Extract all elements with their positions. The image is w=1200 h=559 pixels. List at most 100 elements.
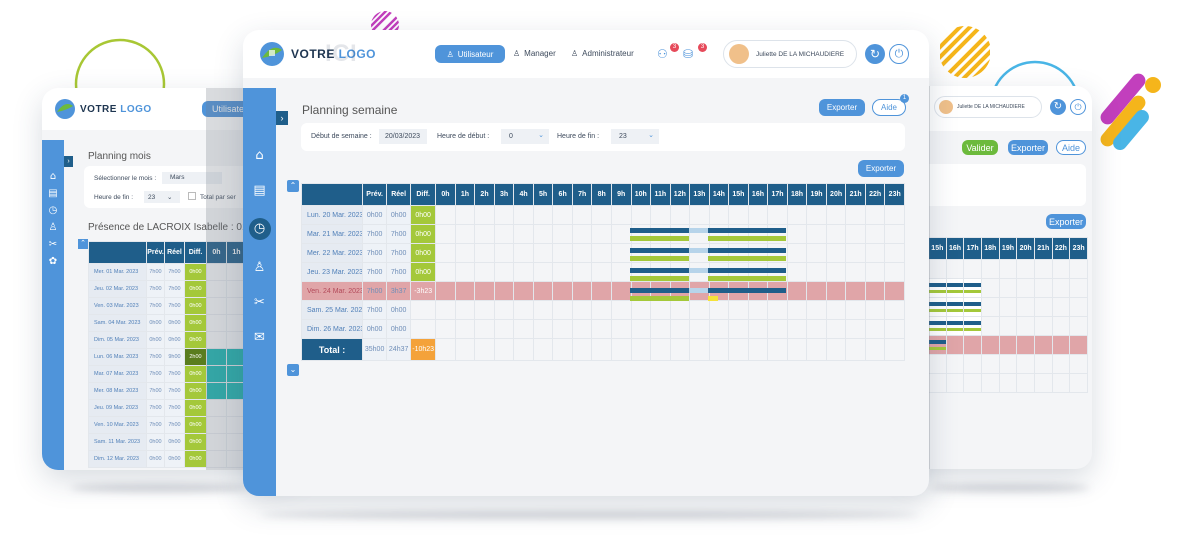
left-end-hour-select[interactable]: 23 ⌄ [144,191,180,203]
hour-cell[interactable] [650,300,671,320]
right-help-button[interactable]: Aide [1056,140,1086,155]
hour-cell[interactable] [1016,316,1035,336]
hour-cell[interactable] [864,300,886,320]
hour-cell[interactable] [669,205,691,225]
table-row[interactable] [928,316,1088,336]
hour-cell[interactable] [493,262,515,282]
documents-button[interactable]: ⛁ 3 [683,43,707,63]
hour-cell[interactable] [728,300,749,320]
hour-cell[interactable] [998,354,1018,374]
tools-icon[interactable]: ✂ [254,295,265,310]
table-row[interactable]: Sam. 25 Mar. 2023 7h00 0h00 [300,300,905,320]
hour-cell[interactable] [928,316,947,336]
hour-cell[interactable] [1033,335,1053,355]
hour-cell[interactable] [474,300,495,320]
hour-cell[interactable] [825,205,847,225]
hour-cell[interactable] [650,243,671,263]
hour-cell[interactable] [845,243,866,263]
hour-cell[interactable] [708,281,730,301]
hour-cell[interactable] [767,205,788,225]
hour-cell[interactable] [747,262,769,282]
hour-cell[interactable] [998,335,1018,355]
expand-toggle[interactable]: › [276,111,288,125]
hour-cell[interactable] [1051,354,1071,374]
home-icon[interactable]: ⌂ [255,148,264,163]
hour-cell[interactable] [689,243,710,263]
table-row[interactable]: Mer. 08 Mar. 2023 7h00 7h00 0h00 [88,382,300,400]
hour-cell[interactable] [610,281,632,301]
table-row[interactable]: Mer. 22 Mar. 2023 7h00 7h00 0h00 [300,243,905,263]
hour-cell[interactable] [513,300,534,320]
user-icon[interactable]: ♙ [253,260,266,275]
hour-cell[interactable] [963,354,982,374]
table-row[interactable] [928,259,1088,279]
table-row[interactable]: Mer. 01 Mar. 2023 7h00 7h00 0h00 [88,263,300,281]
hour-cell[interactable] [1033,373,1053,393]
hour-cell[interactable] [963,297,982,317]
user-icon[interactable]: ♙ [48,222,58,233]
hour-cell[interactable] [630,319,652,339]
hour-cell[interactable] [786,300,808,320]
hour-cell[interactable] [1069,278,1088,298]
hour-cell[interactable] [845,224,866,244]
hour-cell[interactable] [493,205,515,225]
hour-cell[interactable] [728,319,749,339]
hour-cell[interactable] [571,205,593,225]
hour-cell[interactable] [571,243,593,263]
hour-cell[interactable] [591,224,612,244]
hour-cell[interactable] [767,281,788,301]
hour-cell[interactable] [532,300,554,320]
nav-manager-link[interactable]: ♙ Manager [513,49,556,58]
hour-cell[interactable] [610,243,632,263]
hour-cell[interactable] [864,262,886,282]
hour-cell[interactable] [998,316,1018,336]
power-icon[interactable]: ⏻ [1070,99,1086,115]
hour-cell[interactable] [728,205,749,225]
collapse-toggle[interactable]: ⌃ [287,180,299,192]
hour-cell[interactable] [1016,278,1035,298]
hour-cell[interactable] [532,319,554,339]
hour-cell[interactable] [767,300,788,320]
table-row[interactable] [928,335,1088,355]
hour-cell[interactable] [650,281,671,301]
hour-cell[interactable] [1016,297,1035,317]
hour-cell[interactable] [708,319,730,339]
hour-cell[interactable] [1016,259,1035,279]
hour-cell[interactable] [884,262,905,282]
hour-cell[interactable] [747,224,769,244]
hour-cell[interactable] [435,300,456,320]
hour-cell[interactable] [552,205,573,225]
hour-cell[interactable] [786,205,808,225]
hour-cell[interactable] [1016,335,1035,355]
hour-cell[interactable] [980,373,1000,393]
hour-cell[interactable] [786,319,808,339]
table-row[interactable]: Ven. 24 Mar. 2023 7h00 3h37 -3h23 [300,281,905,301]
hour-cell[interactable] [571,224,593,244]
hour-cell[interactable] [591,319,612,339]
hour-cell[interactable] [454,300,476,320]
hour-cell[interactable] [1051,335,1071,355]
clock-icon[interactable]: ◷ [48,205,58,216]
hour-cell[interactable] [552,319,573,339]
hour-cell[interactable] [474,262,495,282]
hour-cell[interactable] [747,300,769,320]
home-icon[interactable]: ⌂ [49,171,57,182]
hour-cell[interactable] [610,205,632,225]
hour-cell[interactable] [513,281,534,301]
hour-cell[interactable] [945,335,965,355]
hour-cell[interactable] [1069,335,1088,355]
table-row[interactable]: Ven. 10 Mar. 2023 7h00 7h00 0h00 [88,416,300,434]
hour-cell[interactable] [945,316,965,336]
hour-cell[interactable] [1069,316,1088,336]
hour-cell[interactable] [945,373,965,393]
hour-cell[interactable] [552,281,573,301]
hour-cell[interactable] [669,281,691,301]
start-hour-select[interactable]: 0 ⌄ [501,129,549,144]
hour-cell[interactable] [1051,316,1071,336]
tools-icon[interactable]: ✂ [48,239,58,250]
hour-cell[interactable] [630,262,652,282]
hour-cell[interactable] [650,262,671,282]
puzzle-icon[interactable]: ✿ [48,256,58,267]
hour-cell[interactable] [980,297,1000,317]
hour-cell[interactable] [493,224,515,244]
